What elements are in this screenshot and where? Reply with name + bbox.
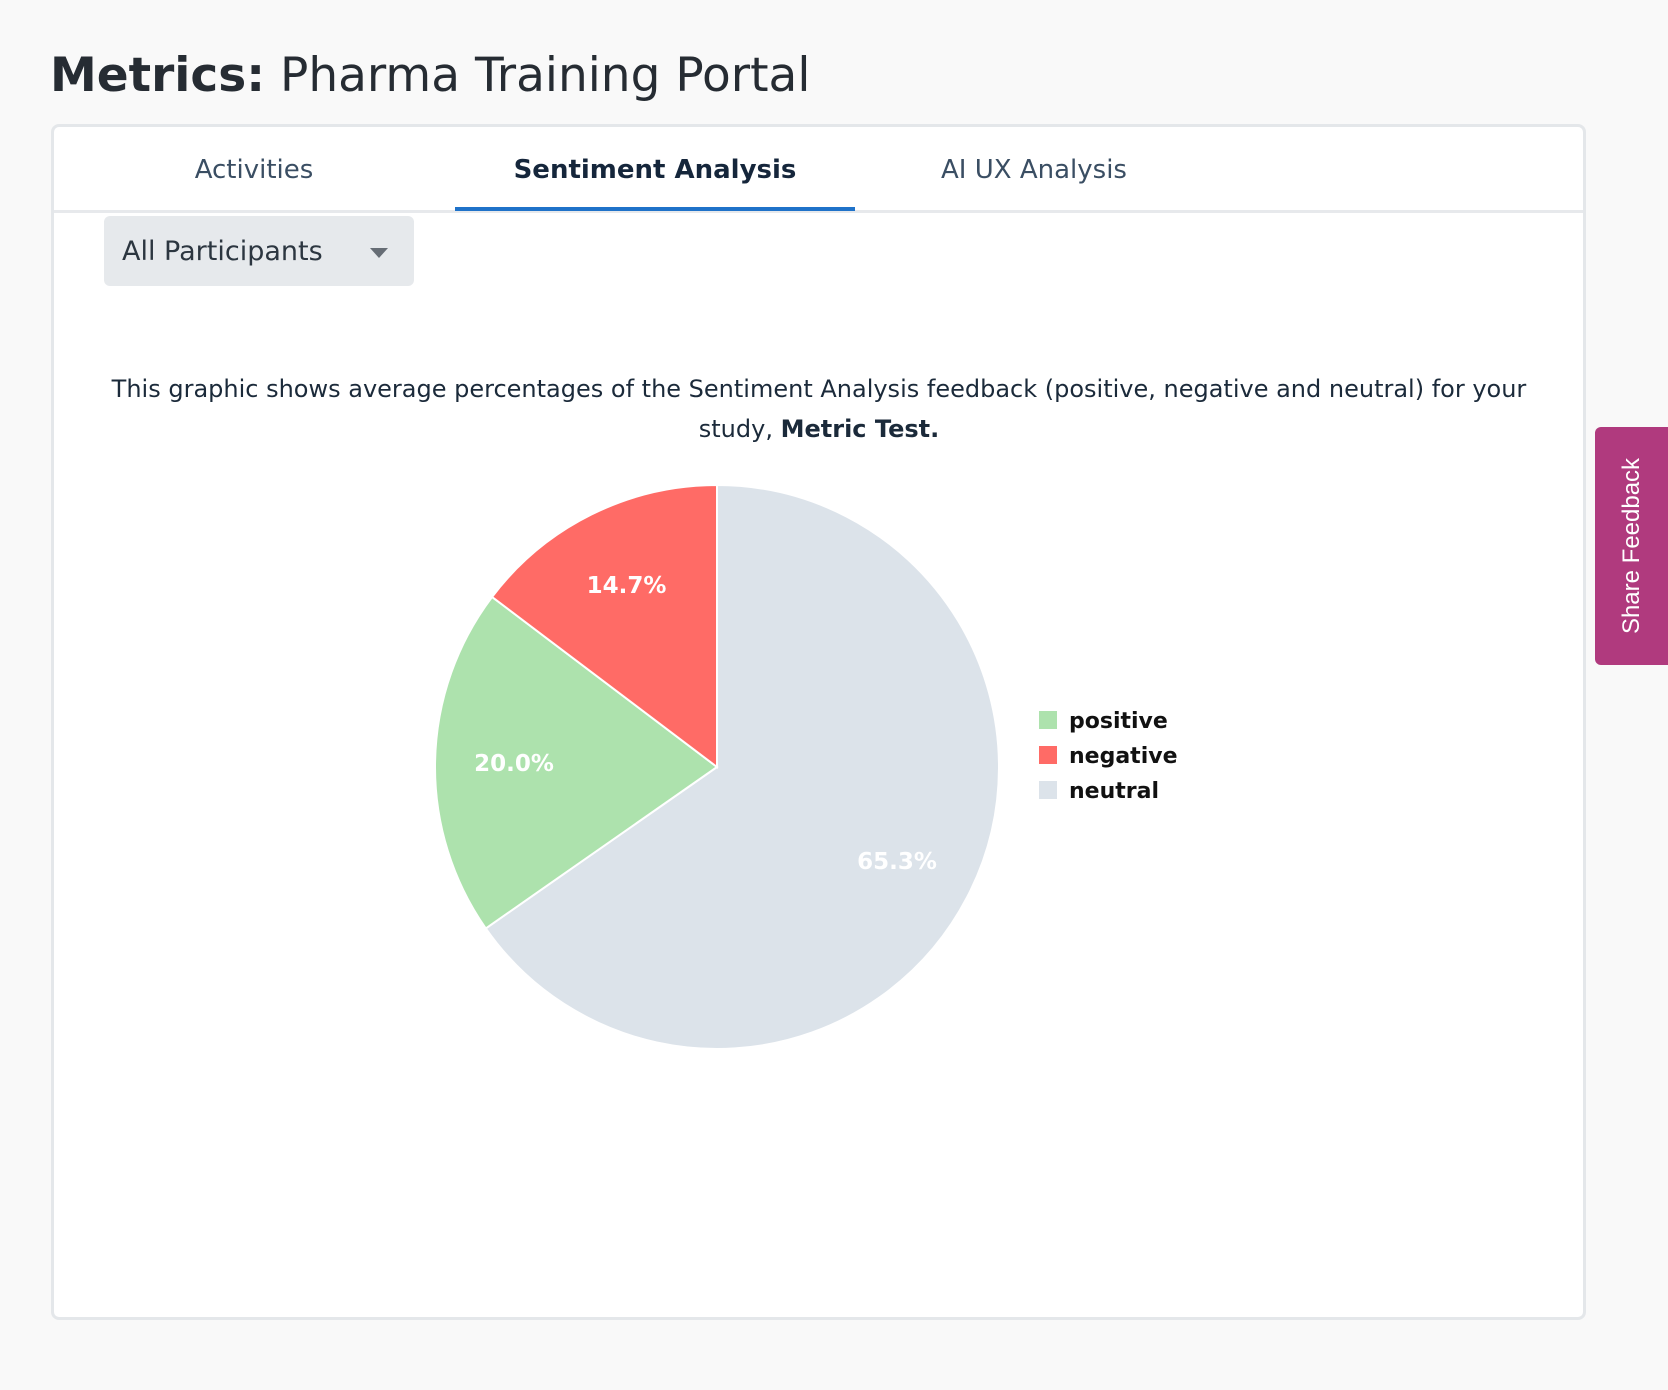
tab-ai-ux-analysis[interactable]: AI UX Analysis <box>941 155 1127 185</box>
metrics-card: Activities Sentiment Analysis AI UX Anal… <box>51 124 1586 1320</box>
share-feedback-label: Share Feedback <box>1617 457 1645 635</box>
description-text: This graphic shows average percentages o… <box>111 375 1527 443</box>
legend-swatch-positive[interactable] <box>1039 711 1057 729</box>
chart-legend: positive negative neutral <box>1039 709 1178 804</box>
sentiment-pie-chart: 65.3% 20.0% 14.7% positive negative neutral <box>434 483 1178 1050</box>
tab-bar: Activities Sentiment Analysis AI UX Anal… <box>54 127 1583 213</box>
pie-slice-negative[interactable] <box>490 483 718 770</box>
pie-slice-neutral[interactable] <box>484 483 1000 1050</box>
share-feedback-button[interactable]: Share Feedback <box>1595 427 1668 665</box>
page-title: Metrics: Pharma Training Portal <box>50 44 810 108</box>
slice-label-positive: 20.0% <box>474 751 554 777</box>
legend-label-positive[interactable]: positive <box>1069 709 1168 734</box>
legend-swatch-negative[interactable] <box>1039 746 1057 764</box>
page-title-prefix: Metrics: <box>50 48 266 103</box>
legend-label-neutral[interactable]: neutral <box>1069 779 1159 804</box>
tab-activities[interactable]: Activities <box>194 155 314 185</box>
pie-slice-labels: 65.3% 20.0% 14.7% <box>474 573 937 875</box>
active-tab-indicator <box>455 207 855 211</box>
pie-slice-positive[interactable] <box>434 595 719 930</box>
chart-description: This graphic shows average percentages o… <box>84 369 1554 449</box>
participants-dropdown-value: All Participants <box>122 235 323 267</box>
slice-label-negative: 14.7% <box>587 573 667 599</box>
slice-label-neutral: 65.3% <box>857 849 937 875</box>
participants-dropdown[interactable]: All Participants <box>104 216 414 286</box>
caret-down-icon <box>370 248 388 258</box>
legend-label-negative[interactable]: negative <box>1069 744 1178 769</box>
study-name: Metric Test. <box>780 415 940 443</box>
pie-slices <box>434 483 1000 1050</box>
legend-swatch-neutral[interactable] <box>1039 781 1057 799</box>
tab-sentiment-analysis[interactable]: Sentiment Analysis <box>513 155 797 185</box>
page-title-name: Pharma Training Portal <box>280 48 811 103</box>
